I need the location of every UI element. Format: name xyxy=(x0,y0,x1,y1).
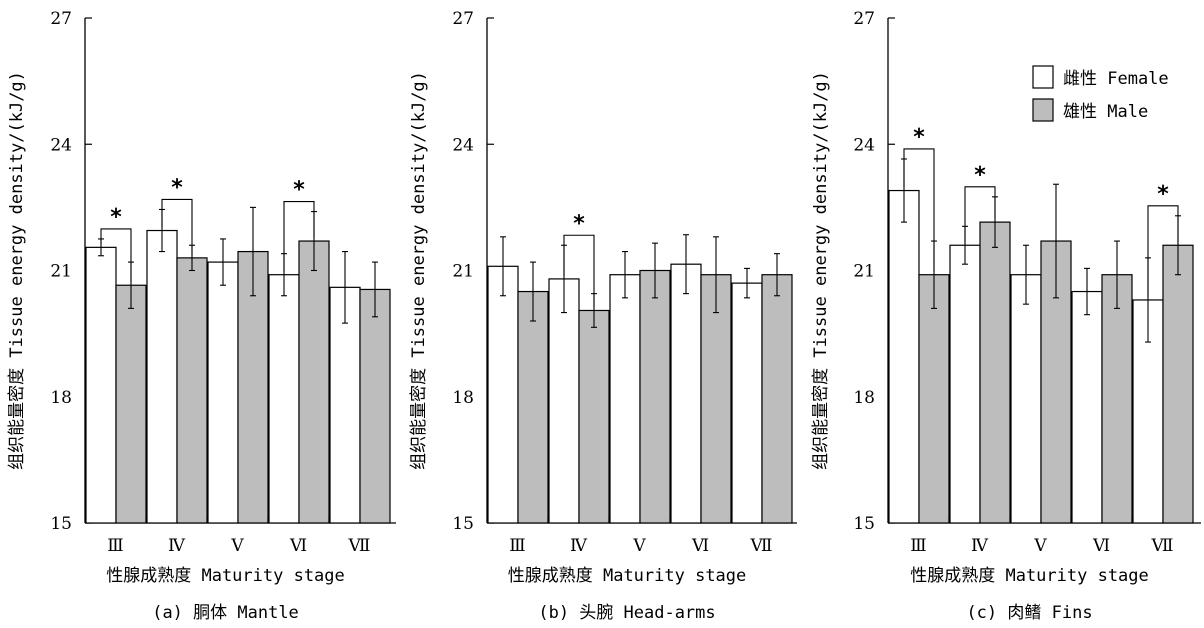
bar xyxy=(1010,274,1042,524)
significance-star: * xyxy=(171,175,183,200)
significance-bracket xyxy=(283,201,315,272)
significance-star: * xyxy=(974,163,986,188)
bar xyxy=(979,221,1011,524)
x-tick-label: Ⅲ xyxy=(509,536,525,556)
panel-caption: (a) 胴体 Mantle xyxy=(152,603,299,623)
significance-star: * xyxy=(110,205,122,230)
chart-panel-2: 15 18 21 24 27 Ⅲ * Ⅳ * Ⅴ Ⅵ Ⅶ * 组织能量密度 Tissue energy d… xyxy=(811,9,1201,623)
x-tick-label: Ⅲ xyxy=(107,536,123,556)
legend-label: 雌性 Female xyxy=(1063,69,1169,89)
significance-bracket xyxy=(964,186,996,243)
y-tick-label: 21 xyxy=(50,262,72,282)
bar xyxy=(888,189,920,524)
bar xyxy=(268,274,300,524)
bar xyxy=(1162,244,1194,524)
bar xyxy=(517,290,549,524)
y-tick-label: 24 xyxy=(50,135,72,155)
significance-star: * xyxy=(573,211,585,236)
y-tick-label: 18 xyxy=(853,388,875,408)
x-tick-label: Ⅴ xyxy=(1033,536,1047,556)
bar xyxy=(918,274,950,524)
x-tick-label: Ⅴ xyxy=(632,536,646,556)
x-tick-label: Ⅵ xyxy=(289,536,307,556)
significance-bracket xyxy=(1147,205,1179,297)
y-axis-label: 组织能量密度 Tissue energy density/(kJ/g) xyxy=(7,71,27,470)
y-tick-label: 15 xyxy=(853,514,875,534)
significance-bracket xyxy=(100,228,132,283)
significance-star: * xyxy=(293,178,305,203)
bar xyxy=(1101,274,1133,524)
y-tick-label: 21 xyxy=(853,262,875,282)
y-tick-label: 24 xyxy=(452,135,474,155)
panel-caption: (b) 头腕 Head-arms xyxy=(538,603,715,623)
y-tick-label: 27 xyxy=(452,9,474,29)
significance-bracket xyxy=(903,148,935,272)
bar xyxy=(548,278,580,524)
bar xyxy=(731,282,763,524)
bar xyxy=(487,265,519,524)
x-tick-label: Ⅶ xyxy=(750,536,773,556)
legend-swatch xyxy=(1032,98,1054,122)
legend-swatch xyxy=(1032,65,1054,89)
x-tick-label: Ⅵ xyxy=(691,536,709,556)
legend-label: 雄性 Male xyxy=(1063,102,1148,122)
y-tick-label: 24 xyxy=(853,135,875,155)
chart-panel-0: 15 18 21 24 27 Ⅲ * Ⅳ * Ⅴ Ⅵ * Ⅶ 组织能量密度 Tissue energy d… xyxy=(7,9,396,623)
x-tick-label: Ⅵ xyxy=(1092,536,1110,556)
bar xyxy=(670,263,702,524)
x-tick-label: Ⅳ xyxy=(168,536,186,556)
y-tick-label: 15 xyxy=(50,514,72,534)
x-tick-label: Ⅶ xyxy=(348,536,371,556)
y-tick-label: 21 xyxy=(452,262,474,282)
panel-caption: (c) 肉鳍 Fins xyxy=(966,603,1092,623)
bar xyxy=(85,246,117,524)
y-axis-label: 组织能量密度 Tissue energy density/(kJ/g) xyxy=(811,71,831,470)
y-tick-label: 18 xyxy=(452,388,474,408)
x-axis-label: 性腺成熟度 Maturity stage xyxy=(106,565,345,586)
x-axis-label: 性腺成熟度 Maturity stage xyxy=(508,565,747,586)
x-axis-label: 性腺成熟度 Maturity stage xyxy=(910,565,1149,586)
x-tick-label: Ⅴ xyxy=(230,536,244,556)
significance-star: * xyxy=(913,125,925,150)
significance-bracket xyxy=(161,198,193,255)
x-tick-label: Ⅶ xyxy=(1151,536,1174,556)
legend: 雌性 Female 雄性 Male xyxy=(1032,65,1169,122)
bar xyxy=(115,284,147,524)
bar xyxy=(639,269,671,524)
bar xyxy=(761,274,793,524)
significance-bracket xyxy=(563,234,595,308)
bar xyxy=(1071,290,1103,524)
significance-star: * xyxy=(1157,182,1169,207)
x-tick-label: Ⅲ xyxy=(910,536,926,556)
y-tick-label: 27 xyxy=(50,9,72,29)
bar xyxy=(949,244,981,524)
bar xyxy=(359,288,391,524)
y-tick-label: 15 xyxy=(452,514,474,534)
y-axis-label: 组织能量密度 Tissue energy density/(kJ/g) xyxy=(409,71,429,470)
chart-panel-1: 15 18 21 24 27 Ⅲ Ⅳ * Ⅴ Ⅵ Ⅶ 组织能量密度 Tissue energy den… xyxy=(409,9,797,623)
bar xyxy=(609,274,641,524)
x-tick-label: Ⅳ xyxy=(971,536,989,556)
bar xyxy=(207,261,239,524)
bar xyxy=(146,229,178,524)
y-tick-label: 27 xyxy=(853,9,875,29)
bar xyxy=(176,257,208,524)
y-tick-label: 18 xyxy=(50,388,72,408)
x-tick-label: Ⅳ xyxy=(570,536,588,556)
bar xyxy=(298,240,330,524)
bar xyxy=(578,309,610,524)
